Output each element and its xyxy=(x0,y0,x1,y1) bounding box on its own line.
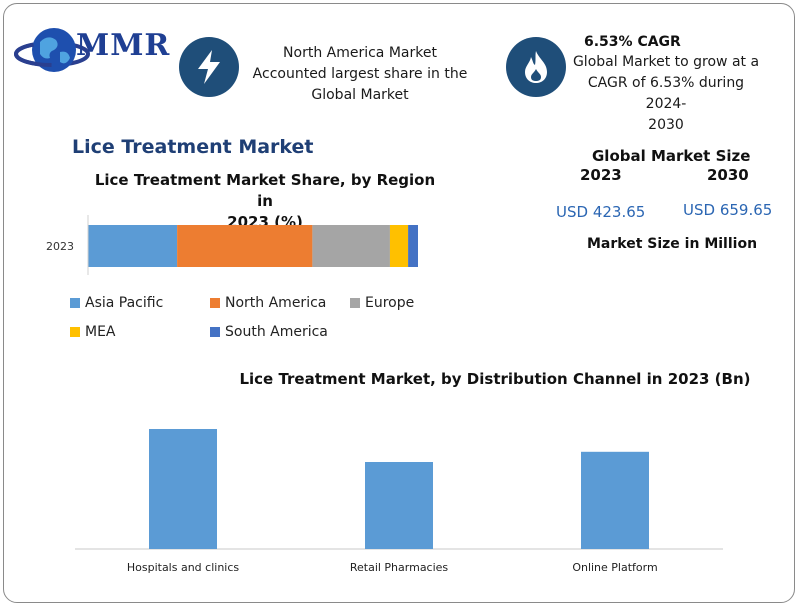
legend-mea: MEA xyxy=(70,324,116,340)
kpi-year-2030: 2030 xyxy=(707,166,749,184)
x-tick-label: Retail Pharmacies xyxy=(350,561,449,574)
kpi-note: Market Size in Million xyxy=(587,236,758,252)
highlight-1-line: North America Market xyxy=(283,45,437,61)
channel-bar xyxy=(581,451,649,549)
channel-bar xyxy=(149,429,217,549)
highlight-2-line: Global Market to grow at a xyxy=(572,54,760,70)
bar-segment-asia-pacific xyxy=(88,225,178,267)
bar-segment-mea xyxy=(389,225,409,267)
x-tick-label: Online Platform xyxy=(572,561,657,574)
channel-bar xyxy=(365,462,433,549)
kpi-title: Global Market Size xyxy=(592,147,751,165)
legend-asia-pacific: Asia Pacific xyxy=(70,295,163,311)
logo-text: MMR xyxy=(76,28,171,63)
region-chart-title-line: Lice Treatment Market Share, by Region i… xyxy=(94,171,436,210)
bar-segment-north-america xyxy=(177,225,313,267)
infographic-frame xyxy=(3,3,795,603)
legend-swatch xyxy=(210,298,220,308)
cagr-title: 6.53% CAGR xyxy=(584,34,681,50)
section-title: Lice Treatment Market xyxy=(72,136,314,158)
channel-chart-title: Lice Treatment Market, by Distribution C… xyxy=(239,370,751,388)
kpi-value-2030: USD 659.65 xyxy=(683,201,773,219)
highlight-2-line: 2030 xyxy=(648,117,684,133)
y-tick-label: 2023 xyxy=(46,240,74,253)
legend-label: Europe xyxy=(365,295,415,311)
legend-label: North America xyxy=(225,295,327,311)
legend-swatch xyxy=(70,327,80,337)
bar-segment-south-america xyxy=(408,225,418,267)
highlight-1-line: Accounted largest share in the xyxy=(252,66,468,82)
highlight-1-text: North America Market Accounted largest s… xyxy=(250,43,470,106)
highlight-2-text: Global Market to grow at a CAGR of 6.53%… xyxy=(566,52,766,136)
legend-label: South America xyxy=(225,324,328,340)
legend-south-america: South America xyxy=(210,324,328,340)
legend-swatch xyxy=(350,298,360,308)
legend-swatch xyxy=(210,327,220,337)
x-tick-label: Hospitals and clinics xyxy=(127,561,240,574)
mmr-logo xyxy=(14,22,164,84)
lightning-icon xyxy=(179,37,239,97)
legend-north-america: North America xyxy=(210,295,326,311)
kpi-value-2023: USD 423.65 xyxy=(556,203,646,221)
legend-swatch xyxy=(70,298,80,308)
flame-icon xyxy=(506,37,566,97)
channel-chart: Hospitals and clinics Retail Pharmacies On… xyxy=(75,429,723,574)
legend-label: Asia Pacific xyxy=(85,295,164,311)
highlight-1-line: Global Market xyxy=(311,87,409,103)
legend-europe: Europe xyxy=(350,295,414,311)
bar-segment-europe xyxy=(312,225,390,267)
kpi-year-2023: 2023 xyxy=(580,166,622,184)
legend-label: MEA xyxy=(85,324,116,340)
region-share-chart: 2023 xyxy=(46,215,418,275)
highlight-2-line: CAGR of 6.53% during 2024- xyxy=(587,75,745,112)
